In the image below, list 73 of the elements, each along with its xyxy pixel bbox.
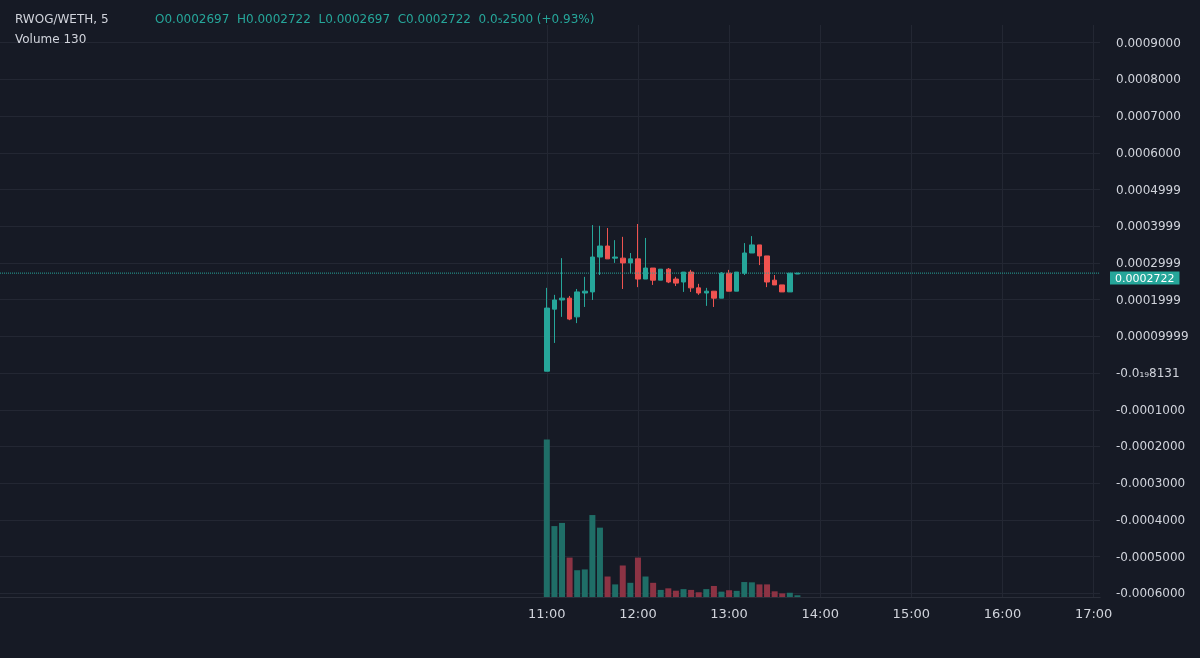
bar bbox=[672, 590, 679, 597]
bar bbox=[695, 592, 702, 597]
y-tick-label: -0.0005000 bbox=[1116, 549, 1186, 564]
bar bbox=[619, 565, 626, 597]
bar bbox=[756, 584, 763, 597]
candlestick bbox=[726, 269, 732, 292]
candlestick bbox=[620, 236, 626, 290]
candlestick bbox=[635, 223, 641, 288]
y-tick-label: -0.0₁₉8131 bbox=[1116, 366, 1180, 381]
x-tick-label: 16:00 bbox=[983, 606, 1022, 621]
candlestick bbox=[574, 288, 580, 324]
y-tick-label: 0.0001999 bbox=[1116, 292, 1181, 307]
bar bbox=[612, 584, 619, 597]
y-tick-label: 0.0002999 bbox=[1116, 255, 1181, 270]
bar bbox=[650, 582, 657, 597]
chart-title: Volume 130 bbox=[15, 32, 87, 46]
candlestick bbox=[552, 294, 557, 344]
y-tick-label: -0.0006000 bbox=[1116, 586, 1186, 601]
candlestick bbox=[567, 295, 572, 321]
y-tick-label: 0.00009999 bbox=[1116, 329, 1189, 344]
candlestick bbox=[612, 239, 618, 264]
candlestick bbox=[711, 290, 717, 308]
annotation: O0.0002697 H0.0002722 L0.0002697 C0.0002722 0.0₅2500 (+0.93%) bbox=[155, 12, 595, 26]
bar bbox=[634, 557, 641, 597]
candlestick bbox=[582, 276, 588, 308]
candlestick bbox=[688, 269, 694, 293]
candlestick bbox=[666, 267, 671, 284]
ref-line-label: 0.0002722 bbox=[1115, 271, 1175, 285]
bar bbox=[566, 557, 573, 597]
candlestick bbox=[673, 276, 679, 287]
bar bbox=[688, 589, 695, 597]
candlestick bbox=[749, 235, 755, 254]
bar bbox=[642, 576, 649, 597]
bar bbox=[718, 591, 725, 597]
candlestick bbox=[772, 274, 777, 286]
candlestick bbox=[757, 244, 762, 266]
bar bbox=[748, 582, 755, 597]
y-tick-label: -0.0001000 bbox=[1116, 402, 1186, 417]
bar bbox=[574, 570, 581, 597]
candlestick bbox=[696, 283, 701, 296]
x-tick-label: 17:00 bbox=[1074, 606, 1113, 621]
bar bbox=[559, 522, 565, 597]
x-tick-label: 13:00 bbox=[710, 606, 748, 621]
y-tick-label: 0.0003999 bbox=[1116, 219, 1181, 234]
candlestick bbox=[704, 287, 709, 307]
x-tick-label: 14:00 bbox=[801, 606, 839, 621]
y-tick-label: 0.0007000 bbox=[1116, 109, 1181, 124]
y-tick-label: -0.0004000 bbox=[1116, 512, 1186, 527]
candlestick bbox=[605, 227, 610, 260]
y-tick-label: 0.0008000 bbox=[1116, 72, 1181, 87]
bar bbox=[604, 576, 611, 597]
y-tick-label: -0.0003000 bbox=[1116, 476, 1186, 491]
bar bbox=[665, 588, 672, 597]
candlestick bbox=[650, 267, 656, 286]
x-tick-label: 12:00 bbox=[619, 606, 657, 621]
y-tick-label: 0.0006000 bbox=[1116, 145, 1181, 160]
bar bbox=[710, 585, 717, 597]
candlestick bbox=[764, 255, 770, 288]
y-tick-label: -0.0002000 bbox=[1116, 439, 1186, 454]
bar bbox=[596, 527, 603, 597]
bar bbox=[726, 590, 733, 597]
x-tick-label: 15:00 bbox=[892, 606, 931, 621]
bar bbox=[680, 589, 687, 597]
y-tick-label: 0.0004999 bbox=[1116, 182, 1181, 197]
x-tick-label: 11:00 bbox=[528, 606, 566, 621]
candlestick bbox=[544, 287, 550, 372]
chart-title: RWOG/WETH, 5 bbox=[15, 12, 109, 26]
bar bbox=[703, 589, 710, 597]
bar bbox=[764, 584, 771, 597]
y-tick-label: 0.0009000 bbox=[1116, 35, 1181, 50]
candlestick bbox=[779, 284, 785, 293]
bar bbox=[657, 589, 664, 597]
bar bbox=[627, 582, 634, 597]
